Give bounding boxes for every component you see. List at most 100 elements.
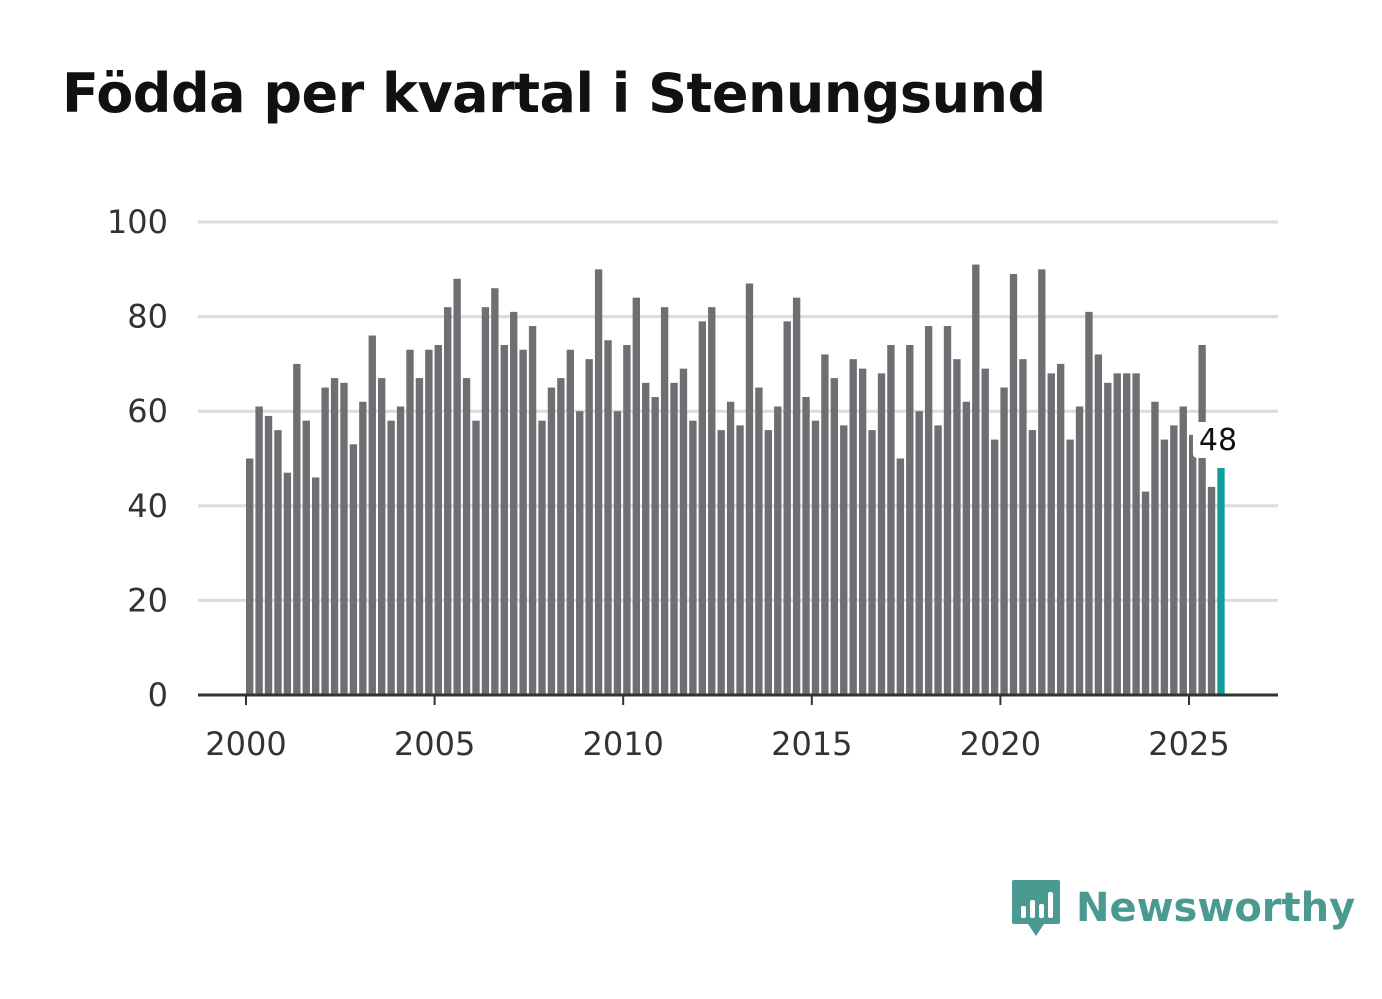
bar — [528, 326, 537, 695]
bar — [1160, 439, 1169, 695]
bar — [774, 406, 782, 695]
y-tick-label: 60 — [127, 392, 168, 430]
bar — [924, 326, 933, 695]
x-axis-ticks: 2000 2005 2010 2015 2020 2025 — [205, 695, 1230, 763]
bar — [981, 368, 989, 695]
bar — [557, 378, 565, 695]
bar — [1066, 439, 1074, 695]
bar — [1179, 406, 1187, 695]
bar — [264, 415, 273, 695]
bar — [858, 368, 867, 695]
x-tick-label: 2005 — [394, 725, 475, 763]
bar — [510, 311, 518, 695]
bar — [472, 420, 480, 695]
bar — [962, 401, 971, 695]
bar — [792, 297, 801, 695]
bar — [1170, 425, 1178, 695]
bar — [1141, 491, 1150, 695]
bar — [425, 349, 433, 695]
bar — [576, 411, 584, 695]
bar — [877, 373, 886, 695]
y-tick-label: 100 — [107, 203, 168, 241]
bar — [604, 340, 612, 695]
bar — [246, 458, 254, 695]
bar — [349, 444, 358, 695]
x-tick-label: 2000 — [205, 725, 286, 763]
bar — [378, 378, 386, 695]
bar — [934, 425, 942, 695]
bar — [764, 430, 773, 695]
bar — [1075, 406, 1084, 695]
brand: Newsworthy — [1010, 878, 1355, 938]
bar — [868, 430, 876, 695]
bar — [1189, 434, 1197, 695]
bar — [736, 425, 744, 695]
data-labels: 48 — [1192, 421, 1243, 458]
bar — [1198, 344, 1206, 695]
bar — [660, 307, 669, 695]
bar — [302, 420, 310, 695]
x-tick-label: 2020 — [960, 725, 1041, 763]
bar — [1047, 373, 1055, 695]
bar — [406, 349, 414, 695]
data-label-background — [1192, 421, 1243, 458]
y-tick-label: 80 — [127, 298, 168, 336]
bar — [717, 430, 725, 695]
bar — [821, 354, 829, 695]
bar — [642, 382, 650, 695]
bar — [698, 321, 706, 695]
bar — [849, 359, 857, 695]
bar — [255, 406, 263, 695]
bar — [359, 401, 367, 695]
bar — [1009, 274, 1018, 695]
bar — [802, 397, 810, 695]
bar — [368, 335, 376, 695]
bar — [632, 297, 640, 695]
bar — [1000, 387, 1008, 695]
bar — [538, 420, 546, 695]
bar — [340, 382, 348, 695]
bar — [491, 288, 499, 695]
bar — [453, 278, 461, 695]
y-tick-label: 0 — [148, 676, 168, 714]
x-tick-label: 2025 — [1148, 725, 1229, 763]
bar — [1094, 354, 1103, 695]
bar — [811, 420, 820, 695]
bar — [500, 344, 508, 695]
bar — [274, 430, 282, 695]
bars — [246, 264, 1225, 695]
bar — [906, 344, 914, 695]
bar — [896, 458, 905, 695]
bar — [1019, 359, 1027, 695]
bar — [1056, 363, 1065, 695]
bar — [726, 401, 735, 695]
bar — [1207, 486, 1216, 695]
bar — [651, 397, 659, 695]
bar — [623, 344, 631, 695]
bar — [1038, 269, 1046, 695]
bar — [519, 349, 527, 695]
bar — [462, 378, 471, 695]
bar — [953, 359, 961, 695]
bar — [481, 307, 490, 695]
data-label-latest: 48 — [1199, 423, 1237, 458]
bar — [330, 378, 339, 695]
bar — [670, 382, 678, 695]
bar — [783, 321, 791, 695]
bar — [293, 363, 301, 695]
bar — [434, 344, 442, 695]
y-tick-label: 20 — [127, 581, 168, 619]
bar — [689, 420, 697, 695]
bar — [1132, 373, 1140, 695]
bar — [415, 378, 424, 695]
y-tick-label: 40 — [127, 487, 168, 525]
bar — [1151, 401, 1159, 695]
bar — [745, 283, 754, 695]
bar — [566, 349, 574, 695]
bar — [444, 307, 452, 695]
y-axis-ticks: 0 20 40 60 80 100 — [107, 203, 168, 714]
bar — [708, 307, 716, 695]
newsworthy-logo-icon — [1012, 880, 1060, 936]
bar — [396, 406, 405, 695]
